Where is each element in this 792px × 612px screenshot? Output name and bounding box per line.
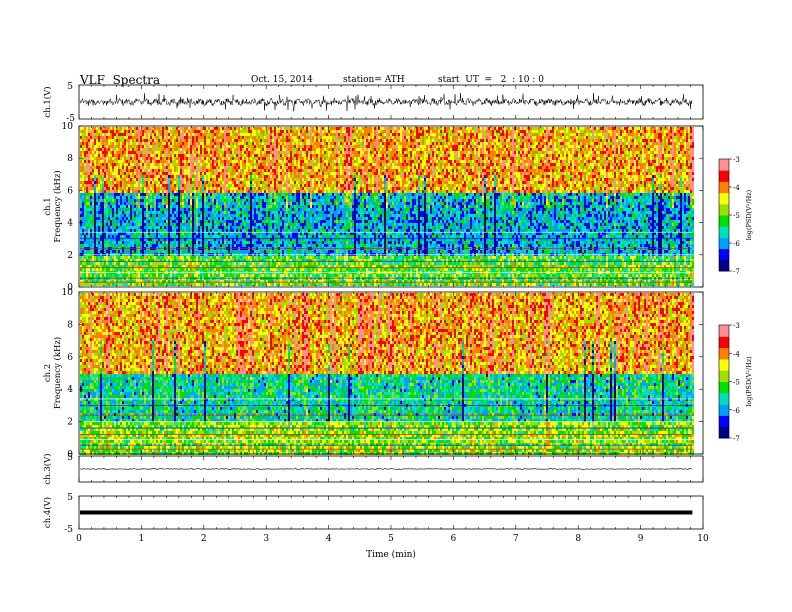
- colorbar-tick-label: -7: [733, 268, 740, 276]
- colorbar-label: log(PSD(V²/Hz): [745, 356, 753, 407]
- y-tick-label: 2: [67, 251, 73, 261]
- svg-text:ch.1(V): ch.1(V): [42, 86, 53, 117]
- x-tick-label: 2: [201, 534, 207, 544]
- ch2-spectrogram-image: [80, 293, 694, 455]
- x-tick-label: 1: [139, 534, 145, 544]
- colorbar-label: log(PSD(V²/Hz): [745, 189, 753, 240]
- y-tick-label: 5: [67, 82, 73, 92]
- x-tick-label: 3: [263, 534, 269, 544]
- x-tick-label: 4: [326, 534, 332, 544]
- ch2-colorbar: [719, 325, 732, 439]
- ch1-waveform-line: [80, 93, 692, 111]
- ch1-waveform-ylabel: ch.1(V): [42, 86, 53, 117]
- colorbar-tick-label: -3: [733, 322, 740, 330]
- y-tick-label: 10: [62, 288, 74, 298]
- x-tick-label: 8: [575, 534, 581, 544]
- x-axis-label: Time (min): [366, 549, 416, 560]
- colorbar-tick-label: -4: [733, 350, 740, 358]
- y-tick-label: 6: [67, 186, 73, 196]
- y-tick-label: -5: [64, 525, 73, 535]
- x-tick-label: 0: [76, 534, 82, 544]
- y-tick-label: 6: [67, 353, 73, 363]
- y-tick-label: 4: [67, 385, 73, 395]
- ch4-waveform-ylabel: ch.4(V): [42, 497, 53, 528]
- ch1-colorbar: [719, 159, 732, 272]
- y-tick-label: 5: [67, 493, 73, 503]
- colorbar-tick-label: -6: [733, 240, 740, 248]
- ch2-spectrogram-ylabel: ch.2 Frequency (kHz): [43, 337, 63, 409]
- x-tick-label: 9: [638, 534, 644, 544]
- vlf-spectra-figure: 5 -5 ch.1(V) 0 2 4 6 8 10 ch.1 Frequency (kHz) -3 -4…: [0, 0, 792, 612]
- colorbar-tick-label: -4: [733, 184, 740, 192]
- y-tick-label: 8: [67, 320, 73, 330]
- colorbar-tick-label: -5: [733, 379, 740, 387]
- x-tick-label: 10: [697, 534, 709, 544]
- y-tick-label: 10: [62, 122, 74, 132]
- y-tick-label: 2: [67, 418, 73, 428]
- y-tick-label: 4: [67, 219, 73, 229]
- colorbar-tick-label: -7: [733, 435, 740, 443]
- colorbar-tick-label: -5: [733, 212, 740, 220]
- ch3-waveform-line: [80, 469, 692, 470]
- ch1-spectrogram-ylabel: ch.1 Frequency (kHz): [43, 170, 63, 242]
- colorbar-tick-label: -3: [733, 156, 740, 164]
- ch3-waveform-ylabel: ch.3(V): [42, 453, 53, 484]
- ch1-spectrogram-image: [80, 127, 694, 286]
- colorbar-tick-label: -6: [733, 407, 740, 415]
- x-tick-label: 5: [388, 534, 394, 544]
- x-tick-label: 6: [451, 534, 457, 544]
- y-tick-label: 8: [67, 154, 73, 164]
- x-tick-label: 7: [513, 534, 519, 544]
- y-tick-label: 5: [67, 453, 73, 463]
